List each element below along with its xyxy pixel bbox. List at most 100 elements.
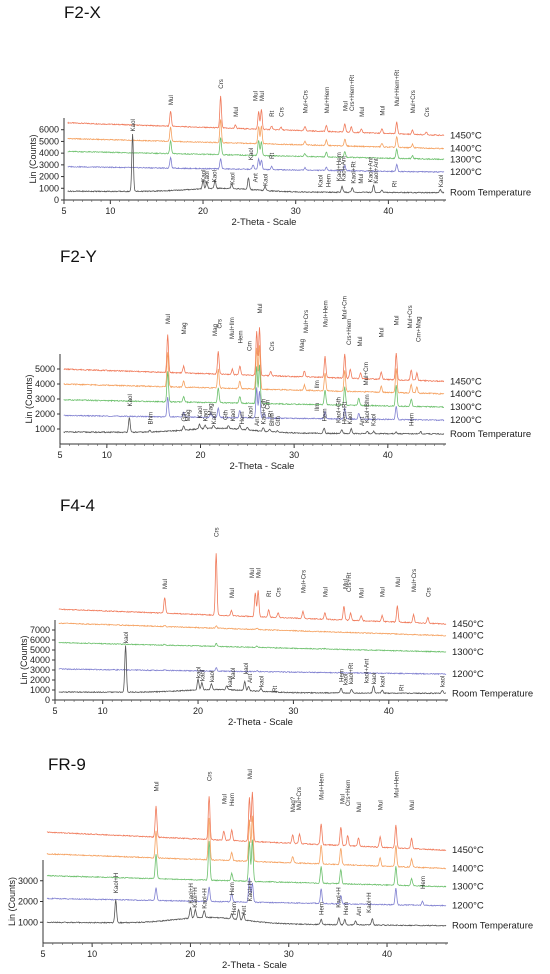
phase-annotation: Kaol+Gth (336, 396, 343, 423)
series-label: 1300°C (450, 154, 482, 165)
phase-annotation: Crs (269, 341, 276, 351)
phase-annotation: Kaol (130, 119, 137, 131)
x-tick-label: 10 (98, 706, 108, 716)
y-axis-label: Lin (Counts) (7, 877, 17, 926)
series-line-0 (67, 95, 445, 137)
phase-annotation: Kaol+H (335, 887, 342, 907)
phase-annotation: Rt (399, 685, 406, 691)
phase-annotation: kaol (209, 671, 216, 682)
y-tick-label: 2000 (35, 409, 55, 419)
phase-annotation: Mag (212, 323, 219, 336)
phase-annotation: Mul (229, 588, 236, 598)
phase-annotation: kaol (199, 670, 206, 681)
y-tick-label: 0 (45, 695, 50, 705)
phase-annotation: Bhm (269, 413, 276, 426)
phase-annotation: Ilm (314, 403, 321, 411)
phase-annotation: Rt (267, 411, 274, 417)
series-label: 1300°C (450, 402, 482, 413)
phase-annotation: Mul (358, 174, 365, 184)
series-label: 1450°C (452, 845, 484, 856)
phase-annotation: Mul+Crn (363, 361, 370, 385)
phase-annotation: Crs+Hem (345, 780, 352, 806)
phase-annotation: Kaol (204, 171, 211, 183)
phase-annotation: Mul (342, 101, 349, 111)
series-label: 1400°C (450, 144, 482, 155)
phase-annotation: Kaol (229, 172, 236, 184)
phase-annotation: Hem (343, 902, 350, 915)
phase-annotation: Crs (207, 772, 214, 782)
x-tick-label: 20 (185, 949, 195, 959)
x-tick-label: 40 (383, 206, 393, 216)
phase-annotation: Mul (356, 802, 363, 812)
series-label: 1400°C (452, 631, 484, 642)
phase-annotation: Rt (391, 181, 398, 187)
phase-annotation: Crs (214, 527, 221, 537)
y-tick-label: 1000 (39, 183, 59, 193)
series-line-0 (46, 791, 447, 852)
phase-annotation: Crs (217, 319, 224, 329)
phase-annotation: kaol (371, 673, 378, 684)
series-line-3 (58, 667, 447, 676)
phase-annotation: Mul (409, 800, 416, 810)
phase-annotation: Mul+Crs (303, 310, 310, 333)
phase-annotation: Kaol+Bhm (364, 394, 371, 423)
series-line-0 (63, 327, 445, 383)
phase-annotation: Hem (229, 882, 236, 895)
y-axis-label: Lin (Counts) (28, 134, 38, 183)
y-tick-label: 4000 (39, 148, 59, 158)
phase-annotation: Mul+Crs (411, 569, 418, 592)
series-label: 1300°C (452, 647, 484, 658)
phase-annotation: Mul (380, 587, 387, 597)
series-line-1 (46, 815, 447, 870)
phase-annotation: Kaol+Ant (373, 158, 380, 184)
y-tick-label: 5000 (39, 136, 59, 146)
y-tick-label: 2000 (39, 172, 59, 182)
y-tick-label: 5000 (30, 645, 50, 655)
phase-annotation: Gth (275, 415, 282, 426)
series-line-3 (46, 877, 447, 907)
phase-annotation: Hem (239, 411, 246, 424)
y-tick-label: 6000 (39, 125, 59, 135)
phase-annotation: Mul+Crn (341, 295, 348, 319)
phase-annotation: Mul (394, 316, 401, 326)
phase-annotation: Mul (357, 337, 364, 347)
phase-annotation: Kaol+H (192, 887, 199, 907)
phase-annotation: Hem (322, 408, 329, 421)
phase-annotation: Rt (269, 110, 276, 116)
x-tick-label: 5 (52, 706, 57, 716)
phase-annotation: Mul (378, 800, 385, 810)
phase-annotation: Mul (162, 579, 169, 589)
series-label: 1450°C (450, 376, 482, 387)
phase-annotation: Hem (420, 876, 427, 889)
panel-title: FR-9 (48, 755, 86, 774)
y-tick-label: 1000 (35, 424, 55, 434)
y-axis-label: Lin (Counts) (24, 374, 34, 423)
series-line-3 (63, 387, 445, 422)
phase-annotation: Kaol (203, 409, 210, 421)
phase-annotation: Mul (257, 304, 264, 314)
phase-annotation: Mul (395, 577, 402, 587)
phase-annotation: Hem (409, 413, 416, 426)
y-axis-label: Lin (Counts) (19, 635, 29, 684)
phase-annotation: Mul (379, 106, 386, 116)
phase-annotation: Kaol (212, 170, 219, 182)
phase-annotation: Mul (154, 782, 161, 792)
phase-annotation: Kaol+Gth (261, 398, 268, 425)
x-axis-label: 2-Theta - Scale (228, 717, 293, 728)
phase-annotation: Kaol (347, 412, 354, 424)
phase-annotation: kaol (123, 632, 130, 643)
phase-annotation: Mul (256, 568, 263, 578)
series-label: 1400°C (452, 863, 484, 874)
phase-annotation: Kaol+Ant (367, 157, 374, 183)
phase-annotation: kaol (380, 676, 387, 687)
phase-annotation: Mag (185, 409, 192, 422)
series-label: Room Temperature (450, 429, 531, 440)
phase-annotation: Ant (356, 906, 363, 916)
series-line-3 (67, 155, 445, 173)
y-tick-label: 7000 (30, 625, 50, 635)
series-line-1 (67, 119, 445, 150)
y-tick-label: 1000 (18, 917, 38, 927)
phase-annotation: Kaol (263, 174, 270, 186)
